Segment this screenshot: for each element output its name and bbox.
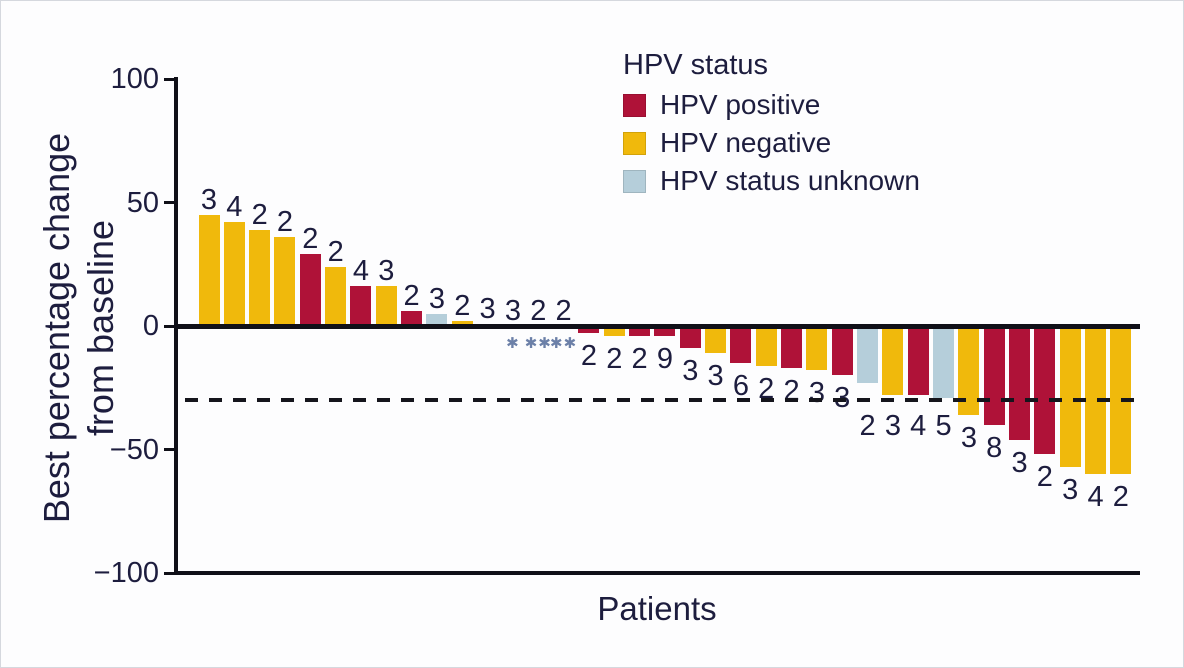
- patient-bar: [755, 326, 777, 366]
- patient-bar: [198, 214, 220, 326]
- patient-bar: [603, 326, 625, 336]
- patient-bar: [1034, 326, 1056, 455]
- legend-label-hpv-positive: HPV positive: [660, 89, 821, 120]
- hpv-positive-swatch-icon: [623, 93, 646, 117]
- patient-bar: [781, 326, 803, 368]
- bar-count-label: 2: [327, 235, 344, 268]
- patient-bar: [299, 254, 321, 326]
- hpv-negative-swatch-icon: [623, 131, 646, 155]
- patient-bar: [451, 321, 473, 326]
- bar-count-label: 2: [251, 198, 268, 231]
- y-axis-tick: [164, 77, 175, 81]
- bar-count-label: 2: [1112, 481, 1129, 514]
- bar-count-label: 2: [1036, 461, 1053, 494]
- patient-bar: [1059, 326, 1081, 467]
- bar-count-label: 3: [200, 183, 218, 216]
- bar-count-label: 4: [1087, 481, 1104, 514]
- patient-bar: [325, 266, 347, 326]
- y-axis-tick: [164, 571, 175, 575]
- x-axis-line: [174, 571, 1140, 575]
- bar-count-label: 5: [935, 410, 952, 442]
- legend-item-hpv-positive: HPV positive: [623, 89, 920, 120]
- bar-count-label: 2: [631, 342, 648, 375]
- bar-count-label: 2: [580, 340, 597, 373]
- response-threshold-dashed-line: [185, 398, 1140, 402]
- patient-bar: [274, 237, 296, 326]
- bar-count-label: 3: [504, 295, 522, 327]
- bar-count-label: 8: [986, 431, 1003, 464]
- x-axis-title: Patients: [597, 590, 717, 627]
- bar-count-label: 4: [910, 410, 927, 442]
- legend-label-hpv-negative: HPV negative: [660, 127, 832, 158]
- patient-bar: [375, 286, 397, 326]
- patient-bar: [806, 326, 828, 371]
- bar-count-label: 3: [1062, 473, 1079, 506]
- y-axis-tick-label: 50: [126, 186, 159, 219]
- bar-count-label: 2: [302, 223, 319, 256]
- bar-count-label: 2: [606, 342, 623, 375]
- patient-bar: [983, 326, 1005, 425]
- bar-count-label: 2: [454, 290, 471, 323]
- bar-count-label: 3: [378, 255, 395, 288]
- patient-bar: [223, 222, 245, 326]
- bar-count-label: 3: [682, 355, 699, 388]
- y-axis-tick-label: −100: [93, 557, 159, 589]
- patient-bar: [629, 326, 651, 336]
- bar-count-label: 3: [960, 421, 977, 454]
- bar-count-label: 3: [428, 282, 446, 315]
- patient-bar: [350, 286, 372, 326]
- baseline-zero-line: [174, 324, 1140, 329]
- y-axis-tick-label: 0: [142, 310, 159, 342]
- bar-count-label: 2: [758, 372, 775, 405]
- zero-change-asterisk-mark: ✱✱: [550, 335, 578, 352]
- patient-bar: [1009, 326, 1031, 440]
- bar-count-label: 2: [403, 280, 420, 313]
- patient-bar: [401, 311, 423, 326]
- bar-count-label: 2: [530, 295, 547, 327]
- legend-item-hpv-unknown: HPV status unknown: [623, 165, 920, 196]
- y-axis-tick-label: −50: [109, 433, 159, 466]
- y-axis-tick: [164, 201, 175, 204]
- patient-bar: [249, 229, 271, 326]
- patient-bar: [654, 326, 676, 336]
- patient-bar: [933, 326, 955, 398]
- bar-count-label: 4: [226, 191, 243, 224]
- y-axis-tick: [164, 448, 175, 451]
- zero-change-asterisk-mark: ✱✱: [524, 335, 552, 352]
- bar-count-label: 2: [859, 410, 876, 442]
- zero-change-asterisk-mark: ✱: [506, 335, 520, 352]
- bar-count-label: 6: [732, 370, 749, 403]
- patient-bar: [958, 326, 980, 415]
- patient-bar: [578, 326, 600, 334]
- patient-bar: [705, 326, 727, 354]
- patient-bar: [679, 326, 701, 349]
- bar-count-label: 4: [352, 255, 370, 288]
- bar-count-label: 3: [884, 410, 901, 442]
- patient-bar: [857, 326, 879, 383]
- bar-count-label: 2: [276, 206, 294, 239]
- bar-count-label: 3: [707, 360, 724, 393]
- y-axis-tick: [164, 324, 175, 328]
- patient-bar: [831, 326, 853, 376]
- bar-count-label: 3: [479, 292, 496, 325]
- y-axis-tick-label: 100: [110, 63, 159, 95]
- patient-bar: [730, 326, 752, 364]
- legend-item-hpv-negative: HPV negative: [623, 127, 920, 158]
- patient-bar: [882, 326, 904, 396]
- bar-count-label: 3: [1011, 446, 1028, 479]
- patient-bar: [907, 326, 929, 396]
- bar-count-label: 9: [656, 342, 673, 375]
- patient-bar: [426, 313, 448, 326]
- legend-label-hpv-unknown: HPV status unknown: [660, 165, 920, 196]
- legend: HPV status HPV positive HPV negative HPV…: [623, 49, 920, 207]
- hpv-unknown-swatch-icon: [623, 169, 646, 193]
- legend-title: HPV status: [623, 49, 769, 81]
- bar-count-label: 2: [555, 295, 572, 327]
